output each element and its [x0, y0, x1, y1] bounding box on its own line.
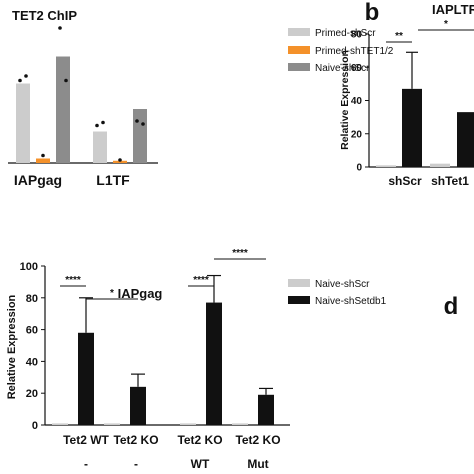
data-point	[141, 122, 145, 126]
legend-swatch	[288, 63, 310, 71]
panel-letter: d	[444, 293, 459, 320]
bar	[93, 131, 107, 163]
bar	[402, 88, 422, 167]
y-tick-label: 0	[32, 420, 38, 432]
data-point	[41, 153, 45, 158]
y-tick-label: 60	[351, 63, 363, 74]
panel-letter: b	[365, 0, 380, 26]
data-point	[24, 74, 28, 78]
data-point	[101, 120, 105, 125]
bar	[232, 423, 248, 425]
chart-title: IAPLTR	[432, 2, 474, 17]
legend-label: Naive-shScr	[315, 279, 370, 290]
y-tick-label: 20	[26, 388, 38, 400]
x-tick-label: IAPgag	[14, 172, 62, 188]
significance-label: **	[395, 31, 403, 42]
y-axis-label: Relative Expression	[339, 50, 351, 150]
bar	[258, 394, 274, 425]
y-tick-label: 40	[351, 96, 363, 107]
data-point	[58, 26, 62, 30]
bar	[78, 332, 94, 425]
chart-title: IAPgag	[118, 286, 163, 301]
bar	[206, 302, 222, 425]
bar	[376, 165, 396, 167]
data-point	[95, 123, 99, 128]
legend-swatch	[288, 296, 310, 304]
bar	[430, 163, 450, 167]
iapltr-chart: b IAPLTR Relative Expression shScr shTet…	[339, 0, 474, 188]
chart-legend: Naive-shScr Naive-shSetdb1	[288, 279, 387, 307]
bar	[36, 158, 50, 163]
y-tick-label: 80	[351, 30, 363, 41]
legend-swatch	[288, 46, 310, 54]
significance-label: *	[444, 19, 448, 30]
significance-label: *	[110, 288, 114, 299]
bar	[133, 109, 147, 163]
y-axis-label: Relative Expression	[6, 294, 18, 399]
bar	[180, 423, 196, 425]
legend-label: Primed-shScr	[315, 28, 376, 39]
bar	[457, 112, 474, 167]
y-tick-label: 20	[351, 129, 363, 140]
y-tick-label: 60	[26, 325, 38, 337]
data-point	[135, 119, 139, 123]
tet2-chip-chart: TET2 ChIP IAPgag L1TF Primed-shScr Prime…	[8, 8, 394, 188]
y-tick-label: 40	[26, 356, 38, 368]
bar	[130, 386, 146, 425]
bar	[113, 160, 127, 163]
data-point	[64, 78, 68, 83]
y-tick-label: 0	[356, 163, 362, 174]
x-tick-label: Tet2 KO	[235, 433, 280, 447]
chart-title: TET2 ChIP	[12, 8, 77, 23]
bar	[52, 423, 68, 425]
data-point	[118, 158, 122, 162]
legend-swatch	[288, 279, 310, 287]
x-tick-label: L1TF	[96, 172, 130, 188]
x-sublabel: -	[134, 457, 138, 471]
legend-label: Primed-shTET1/2	[315, 46, 394, 57]
legend-label: Naive-shScr	[315, 63, 370, 74]
iapgag-chart: IAPgag Relative Expression Naive-shScr N…	[6, 248, 458, 471]
data-point	[18, 78, 22, 83]
y-tick-label: 100	[20, 261, 38, 273]
bar	[104, 423, 120, 425]
x-tick-label: Tet2 KO	[113, 433, 158, 447]
x-sublabel: Mut	[247, 457, 268, 471]
legend-swatch	[288, 28, 310, 36]
x-tick-label: Tet2 KO	[177, 433, 222, 447]
significance-label: ****	[65, 275, 81, 286]
bar	[16, 83, 30, 163]
chart-legend: Primed-shScr Primed-shTET1/2 Naive-shScr	[288, 28, 394, 74]
x-sublabel: -	[84, 457, 88, 471]
y-tick-label: 80	[26, 293, 38, 305]
x-tick-label: shScr	[388, 174, 422, 188]
x-tick-label: Tet2 WT	[63, 433, 109, 447]
x-tick-label: shTet1	[431, 174, 469, 188]
legend-label: Naive-shSetdb1	[315, 296, 387, 307]
significance-label: ****	[193, 275, 209, 286]
x-sublabel: WT	[191, 457, 210, 471]
significance-label: ****	[232, 248, 248, 259]
bar	[56, 56, 70, 163]
